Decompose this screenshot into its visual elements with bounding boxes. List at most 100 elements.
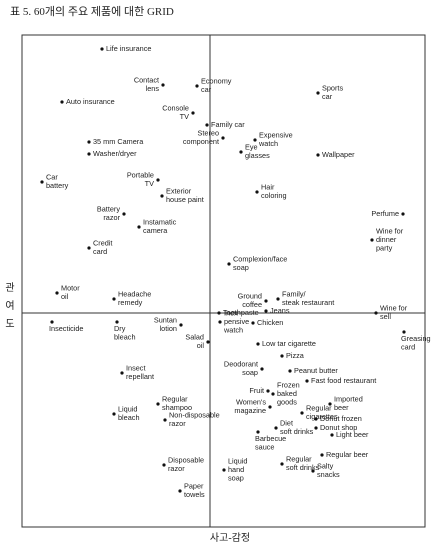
item-label: card: [401, 342, 415, 351]
item-dot: [239, 150, 243, 154]
item-label: Ground: [238, 292, 262, 301]
item-label: Regular: [306, 404, 332, 413]
item-dot: [162, 463, 166, 467]
item-dot: [227, 262, 231, 266]
item-label: cigarettes: [306, 412, 338, 421]
item-dot: [217, 311, 221, 315]
item-label: goods: [277, 397, 297, 406]
item-dot: [316, 153, 320, 157]
item-label: Motor: [61, 284, 80, 293]
item-label: Sports: [322, 84, 343, 93]
item-dot: [195, 84, 199, 88]
item-label: Fruit: [249, 386, 264, 395]
item-label: watch: [223, 325, 243, 334]
item-dot: [280, 462, 284, 466]
item-label: soap: [242, 368, 258, 377]
item-label: Disposable: [168, 456, 204, 465]
y-axis-label: 관여도: [3, 282, 15, 336]
item-label: Car: [46, 173, 58, 182]
item-dot: [305, 379, 309, 383]
item-label: Low tar cigarette: [262, 339, 316, 348]
item-dot: [276, 297, 280, 301]
item-dot: [256, 342, 260, 346]
item-label: Pizza: [286, 351, 305, 360]
x-axis-label: 사고-감정: [210, 532, 250, 544]
item-dot: [163, 418, 167, 422]
item-dot: [288, 369, 292, 373]
item-label: Complexion/face: [233, 255, 287, 264]
item-dot: [268, 405, 272, 409]
item-label: Expensive: [259, 131, 293, 140]
item-dot: [87, 140, 91, 144]
item-label: Perfume: [371, 209, 399, 218]
item-label: remedy: [118, 298, 143, 307]
item-label: Dry: [114, 324, 126, 333]
item-dot: [401, 212, 405, 216]
item-label: oil: [61, 292, 69, 301]
item-dot: [206, 340, 210, 344]
item-dot: [218, 320, 222, 324]
item-label: Women's: [236, 398, 266, 407]
item-dot: [178, 489, 182, 493]
item-dot: [320, 453, 324, 457]
item-label: beer: [334, 403, 349, 412]
item-label: Non-disposable: [169, 411, 220, 420]
item-label: Eye: [245, 143, 258, 152]
item-label: razor: [169, 419, 186, 428]
item-label: Salty: [317, 462, 334, 471]
item-label: Liquid: [118, 405, 137, 414]
item-label: sauce: [255, 442, 274, 451]
item-label: Washer/dryer: [93, 149, 137, 158]
item-label: Light beer: [336, 430, 369, 439]
item-dot: [280, 354, 284, 358]
item-label: 35 mm Camera: [93, 137, 144, 146]
item-dot: [60, 100, 64, 104]
item-label: Battery: [97, 205, 120, 214]
item-label: glasses: [245, 151, 270, 160]
item-label: battery: [46, 181, 69, 190]
item-label: Life insurance: [106, 44, 151, 53]
item-label: Peanut butter: [294, 366, 338, 375]
item-label: Liquid: [228, 456, 247, 465]
item-label: Donut frozen: [320, 414, 362, 423]
item-label: Suntan: [154, 316, 177, 325]
item-dot: [40, 180, 44, 184]
item-label: dinner: [376, 235, 397, 244]
item-label: TV: [145, 179, 154, 188]
item-label: Diet: [280, 419, 293, 428]
item-label: soap: [228, 473, 244, 482]
item-dot: [122, 212, 126, 216]
item-label: Wallpaper: [322, 150, 355, 159]
item-dot: [253, 138, 257, 142]
item-dot: [50, 320, 54, 324]
item-label: Contact: [134, 76, 159, 85]
item-dot: [222, 468, 226, 472]
item-label: Paper: [184, 482, 204, 491]
item-dot: [266, 389, 270, 393]
item-dot: [256, 430, 260, 434]
item-dot: [251, 321, 255, 325]
item-label: bleach: [118, 413, 140, 422]
item-label: Insecticide: [49, 324, 83, 333]
item-label: soft drinks: [286, 463, 320, 472]
item-label: Hair: [261, 183, 275, 192]
item-label: Credit: [93, 239, 112, 248]
item-label: Family car: [211, 120, 245, 129]
item-label: camera: [143, 226, 168, 235]
item-label: steak restaurant: [282, 298, 334, 307]
item-dot: [255, 190, 259, 194]
item-dot: [328, 402, 332, 406]
item-label: sell: [380, 312, 391, 321]
item-dot: [274, 426, 278, 430]
item-label: Family/: [282, 290, 306, 299]
item-label: TV: [180, 112, 189, 121]
item-label: Toothpaste: [223, 308, 259, 317]
item-label: magazine: [234, 406, 266, 415]
item-dot: [100, 47, 104, 51]
item-label: house paint: [166, 195, 204, 204]
item-label: Console: [162, 104, 189, 113]
item-label: Wine for: [376, 226, 404, 235]
item-dot: [402, 330, 406, 334]
item-label: Greasing: [401, 334, 431, 343]
item-dot: [370, 238, 374, 242]
